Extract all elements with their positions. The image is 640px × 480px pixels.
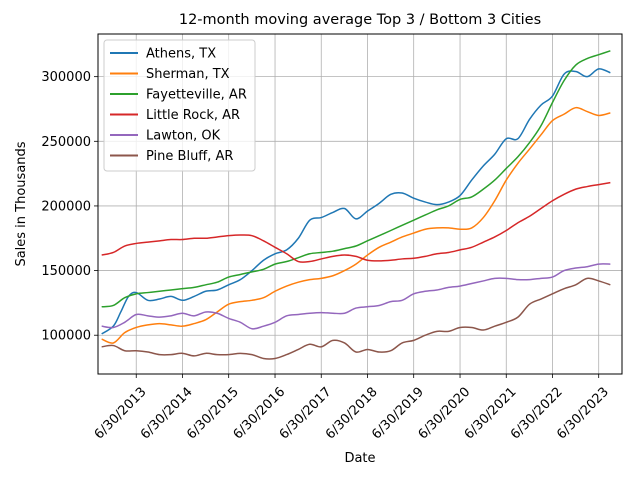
legend: Athens, TX Sherman, TX Fayetteville, AR Lit… (103, 39, 256, 172)
y-tick-label: 300000 (41, 70, 91, 85)
y-axis-label: Sales in Thousands (14, 141, 29, 266)
series-line-lawton-ok (101, 263, 611, 330)
series-lines (101, 50, 611, 360)
series-line-fayetteville-ar (101, 50, 611, 308)
legend-label: Athens, TX (146, 47, 216, 62)
plot-area (101, 50, 611, 360)
y-tick-label: 250000 (41, 135, 91, 150)
legend-label: Sherman, TX (146, 67, 230, 82)
legend-label: Little Rock, AR (146, 108, 240, 123)
y-tick-label: 100000 (41, 329, 91, 344)
legend-box (103, 39, 256, 172)
legend-label: Pine Bluff, AR (146, 149, 233, 164)
y-tick-label: 150000 (41, 264, 91, 279)
y-tick-label: 200000 (41, 199, 91, 214)
plot-frame (97, 33, 623, 375)
series-line-pine-bluff-ar (101, 277, 611, 360)
legend-label: Fayetteville, AR (146, 88, 247, 103)
series-line-little-rock-ar (101, 181, 611, 263)
legend-label: Lawton, OK (146, 129, 221, 144)
series-line-athens-tx (101, 68, 611, 335)
x-axis-label: Date (344, 451, 375, 466)
series-line-sherman-tx (101, 106, 611, 344)
chart-title: 12-month moving average Top 3 / Bottom 3… (179, 12, 541, 28)
y-axis: 100000 150000 200000 250000 300000 (41, 70, 98, 344)
